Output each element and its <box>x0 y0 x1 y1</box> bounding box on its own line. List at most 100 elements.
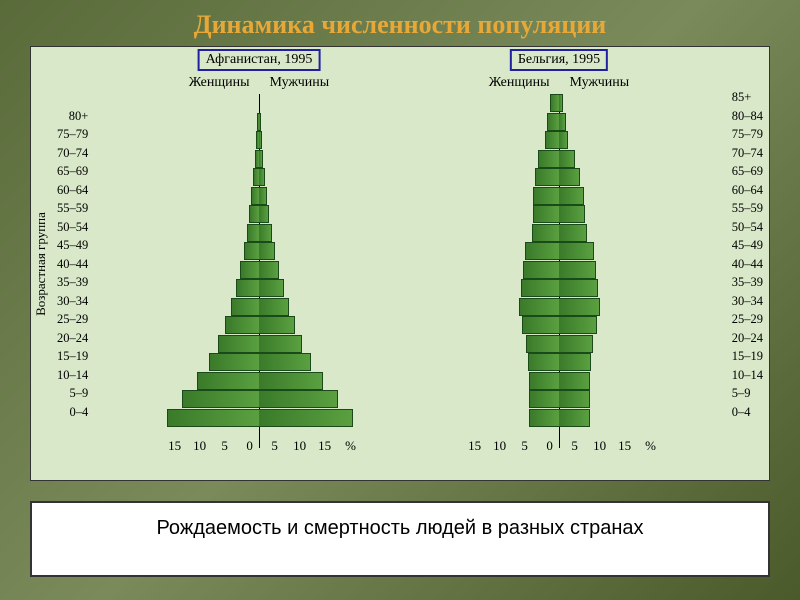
bar-row <box>459 113 659 132</box>
bar-row <box>159 150 359 169</box>
bar-row <box>159 316 359 335</box>
age-label: 55–59 <box>57 202 88 221</box>
bar-row <box>459 372 659 391</box>
bar-male <box>259 113 261 131</box>
bar-female <box>526 335 559 353</box>
page-title: Динамика численности популяции <box>0 0 800 46</box>
caption-box: Рождаемость и смертность людей в разных … <box>30 501 770 577</box>
x-tick: 5 <box>562 438 587 454</box>
bar-female <box>182 390 260 408</box>
age-label: 10–14 <box>732 369 763 388</box>
bar-male <box>259 261 279 279</box>
bar-row <box>159 335 359 354</box>
bar-female <box>523 261 559 279</box>
age-label: 40–44 <box>732 258 763 277</box>
chart-container: Возрастная группа 80+75–7970–7465–6960–6… <box>30 46 770 481</box>
bar-male <box>559 94 563 112</box>
bar-row <box>459 205 659 224</box>
bar-row <box>459 298 659 317</box>
age-label: 55–59 <box>732 202 763 221</box>
pyramid-belgium: Бельгия, 1995 Женщины Мужчины 1510505101… <box>409 47 709 480</box>
x-unit-label: % <box>345 438 356 454</box>
age-label: 80–84 <box>732 110 763 129</box>
age-label: 50–54 <box>732 221 763 240</box>
bar-female <box>521 279 559 297</box>
bar-row <box>159 353 359 372</box>
age-label: 30–34 <box>732 295 763 314</box>
bar-female <box>522 316 559 334</box>
gender-male-label: Мужчины <box>570 75 630 91</box>
bar-male <box>559 353 591 371</box>
gender-female-label: Женщины <box>189 75 250 91</box>
age-label: 5–9 <box>57 387 88 406</box>
age-label: 20–24 <box>732 332 763 351</box>
bar-male <box>259 168 265 186</box>
age-label: 25–29 <box>732 313 763 332</box>
age-label: 15–19 <box>57 350 88 369</box>
bar-female <box>535 168 559 186</box>
bar-row <box>459 390 659 409</box>
bar-row <box>159 168 359 187</box>
bar-female <box>538 150 559 168</box>
bar-male <box>559 187 584 205</box>
bar-row <box>159 279 359 298</box>
bar-female <box>218 335 259 353</box>
bar-male <box>559 372 590 390</box>
bar-female <box>532 224 559 242</box>
bar-male <box>259 353 311 371</box>
bar-female <box>244 242 260 260</box>
age-label: 35–39 <box>732 276 763 295</box>
bar-row <box>459 168 659 187</box>
bar-male <box>259 205 269 223</box>
bar-male <box>559 409 590 427</box>
bar-male <box>559 205 585 223</box>
bar-row <box>459 353 659 372</box>
panel-title-afghanistan: Афганистан, 1995 <box>198 49 321 71</box>
bar-male <box>559 224 587 242</box>
bar-row <box>159 113 359 132</box>
bar-row <box>459 261 659 280</box>
bar-male <box>259 150 263 168</box>
bar-female <box>240 261 259 279</box>
bar-male <box>259 242 275 260</box>
bar-male <box>559 390 590 408</box>
age-label: 20–24 <box>57 332 88 351</box>
bar-male <box>559 150 575 168</box>
age-label: 65–69 <box>732 165 763 184</box>
bar-female <box>550 94 559 112</box>
bar-female <box>247 224 260 242</box>
bar-row <box>159 205 359 224</box>
bar-female <box>231 298 259 316</box>
bar-row <box>159 261 359 280</box>
bar-male <box>559 113 566 131</box>
x-tick: 5 <box>512 438 537 454</box>
age-label: 50–54 <box>57 221 88 240</box>
age-label: 80+ <box>57 110 88 129</box>
bar-row <box>459 150 659 169</box>
gender-female-label: Женщины <box>489 75 550 91</box>
gender-labels-right: Женщины Мужчины <box>409 75 709 91</box>
bars-area-belgium <box>409 94 709 434</box>
bar-row <box>159 242 359 261</box>
age-label: 70–74 <box>57 147 88 166</box>
age-label: 10–14 <box>57 369 88 388</box>
y-axis-label: Возрастная группа <box>33 212 49 316</box>
bar-row <box>159 409 359 428</box>
bar-male <box>259 187 267 205</box>
bar-male <box>559 242 594 260</box>
bar-female <box>209 353 259 371</box>
bar-row <box>159 372 359 391</box>
bar-female <box>251 187 259 205</box>
pyramid-afghanistan: Афганистан, 1995 Женщины Мужчины 1510505… <box>109 47 409 480</box>
caption-text: Рождаемость и смертность людей в разных … <box>156 517 643 539</box>
age-label: 0–4 <box>732 406 763 425</box>
age-label: 40–44 <box>57 258 88 277</box>
bar-row <box>459 224 659 243</box>
age-label: 85+ <box>732 91 763 110</box>
gender-male-label: Мужчины <box>270 75 330 91</box>
bar-row <box>459 131 659 150</box>
panel-title-belgium: Бельгия, 1995 <box>510 49 608 71</box>
bar-row <box>159 390 359 409</box>
bar-row <box>159 298 359 317</box>
bar-male <box>559 298 600 316</box>
